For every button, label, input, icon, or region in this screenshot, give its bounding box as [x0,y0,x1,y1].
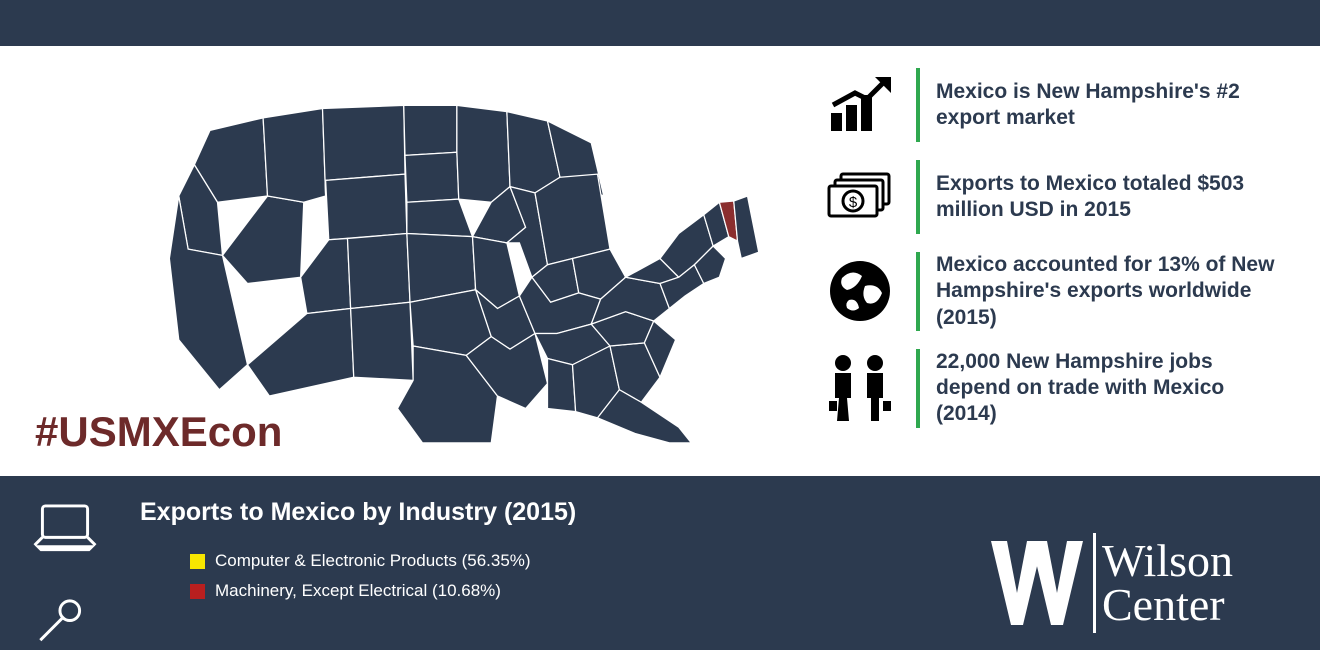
accent-bar [916,252,920,331]
accent-bar [916,68,920,142]
main-section: #USMXEcon Mexico is New Hampshire's #2 e… [0,46,1320,476]
us-map [160,71,760,451]
logo-text: Wilson Center [1102,539,1233,626]
fact-row: Mexico is New Hampshire's #2 export mark… [820,68,1290,142]
fact-row: $ Exports to Mexico totaled $503 million… [820,160,1290,234]
facts-panel: Mexico is New Hampshire's #2 export mark… [820,46,1320,476]
industry-title: Exports to Mexico by Industry (2015) [140,498,900,527]
globe-icon [820,254,900,328]
fact-text: Exports to Mexico totaled $503 million U… [936,171,1290,224]
tool-icon [30,595,86,650]
bottom-section: Exports to Mexico by Industry (2015) Com… [0,476,1320,650]
legend-label: Machinery, Except Electrical (10.68%) [215,581,501,601]
industry-panel: Exports to Mexico by Industry (2015) Com… [140,476,900,650]
bottom-icons [0,476,140,650]
wilson-logo: Wilson Center [987,533,1233,633]
logo-line1: Wilson [1102,539,1233,583]
wilson-w-icon [987,533,1087,633]
accent-bar [916,349,920,428]
money-icon: $ [820,160,900,234]
logo-panel: Wilson Center [900,476,1320,650]
fact-row: Mexico accounted for 13% of New Hampshir… [820,252,1290,331]
accent-bar [916,160,920,234]
svg-text:$: $ [849,194,858,211]
fact-text: 22,000 New Hampshire jobs depend on trad… [936,349,1290,428]
legend-item: Machinery, Except Electrical (10.68%) [190,581,900,601]
swatch [190,584,205,599]
fact-text: Mexico accounted for 13% of New Hampshir… [936,252,1290,331]
logo-line2: Center [1102,583,1233,627]
fact-text: Mexico is New Hampshire's #2 export mark… [936,79,1290,132]
legend-item: Computer & Electronic Products (56.35%) [190,551,900,571]
logo-divider [1093,533,1096,633]
map-panel: #USMXEcon [0,46,820,476]
legend-label: Computer & Electronic Products (56.35%) [215,551,531,571]
fact-row: 22,000 New Hampshire jobs depend on trad… [820,349,1290,428]
us-map-svg [160,71,760,446]
laptop-icon [30,502,100,555]
swatch [190,554,205,569]
growth-chart-icon [820,68,900,142]
top-bar [0,0,1320,46]
legend: Computer & Electronic Products (56.35%) … [190,551,900,601]
people-icon [820,351,900,425]
hashtag: #USMXEcon [35,408,282,456]
